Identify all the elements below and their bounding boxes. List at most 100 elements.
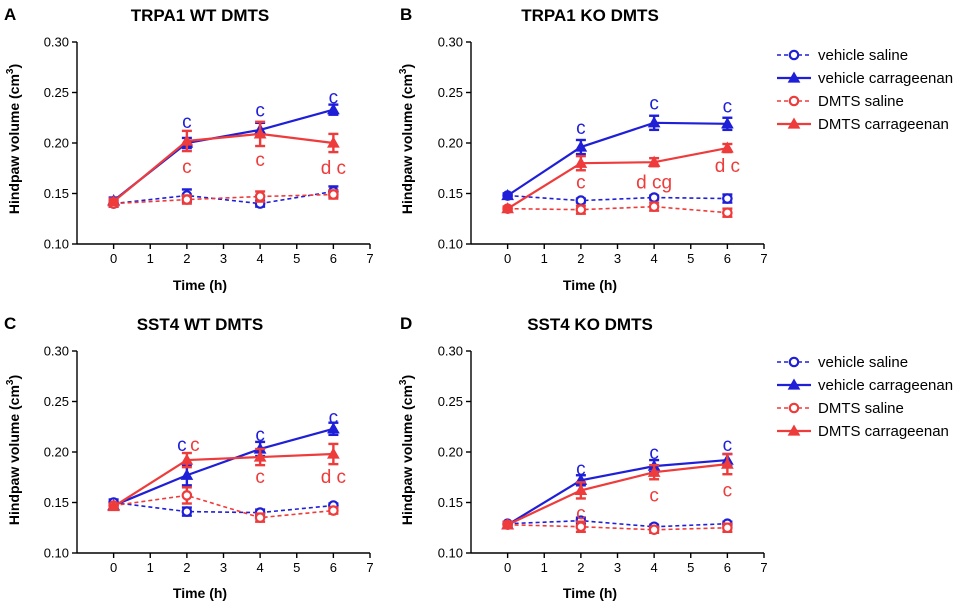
series-line bbox=[507, 205, 728, 214]
significance-label: c bbox=[576, 118, 586, 139]
data-point bbox=[181, 194, 193, 205]
x-tick-label: 6 bbox=[330, 251, 337, 266]
data-point bbox=[328, 189, 339, 200]
x-tick-label: 3 bbox=[220, 560, 227, 575]
legend-label: DMTS saline bbox=[818, 400, 904, 417]
x-tick-label: 0 bbox=[110, 251, 117, 266]
panel-b-letter: B bbox=[400, 5, 412, 24]
series-line bbox=[113, 190, 334, 205]
significance-label: c bbox=[576, 504, 586, 525]
series-dmts-carrageenan bbox=[107, 120, 340, 207]
y-tick-label: 0.15 bbox=[438, 186, 463, 201]
legend-label: vehicle saline bbox=[818, 47, 908, 64]
significance-label: c bbox=[576, 459, 586, 480]
panel-b-xlabel: Time (h) bbox=[563, 277, 617, 293]
panel-c: C SST4 WT DMTS Time (h) Hindpaw volume (… bbox=[4, 314, 374, 601]
legend-item: vehicle carrageenan bbox=[777, 377, 953, 394]
panel-d: D SST4 KO DMTS Time (h) Hindpaw volume (… bbox=[398, 314, 768, 601]
data-point bbox=[180, 134, 194, 146]
series-line bbox=[507, 463, 728, 526]
panel-c-title: SST4 WT DMTS bbox=[137, 315, 264, 334]
legend-marker bbox=[788, 356, 800, 368]
data-point bbox=[648, 192, 660, 203]
significance-label: c bbox=[177, 435, 187, 456]
series-line bbox=[507, 146, 728, 210]
data-point bbox=[107, 500, 120, 512]
x-tick-label: 5 bbox=[293, 251, 300, 266]
x-tick-label: 1 bbox=[147, 560, 154, 575]
significance-label: c bbox=[576, 172, 586, 193]
x-tick-label: 0 bbox=[504, 251, 511, 266]
y-tick-label: 0.20 bbox=[44, 445, 69, 460]
x-tick-label: 2 bbox=[577, 560, 584, 575]
panel-d-ylabel: Hindpaw volume (cm3) bbox=[398, 375, 415, 525]
x-tick-label: 3 bbox=[614, 251, 621, 266]
series-dmts-saline bbox=[108, 189, 339, 209]
data-point bbox=[181, 490, 193, 501]
panel-b-ylabel: Hindpaw volume (cm3) bbox=[398, 64, 415, 214]
y-tick-label: 0.20 bbox=[44, 136, 69, 151]
data-point bbox=[647, 465, 661, 477]
x-tick-label: 5 bbox=[687, 560, 694, 575]
legend-item: DMTS carrageenan bbox=[777, 423, 949, 440]
data-point bbox=[253, 450, 267, 462]
data-point bbox=[327, 447, 340, 459]
y-tick-label: 0.20 bbox=[438, 445, 463, 460]
panel-b: B TRPA1 KO DMTS Time (h) Hindpaw volume … bbox=[398, 5, 768, 293]
panel-a-ylabel: Hindpaw volume (cm3) bbox=[5, 64, 22, 214]
data-point bbox=[574, 156, 588, 168]
x-tick-label: 3 bbox=[614, 560, 621, 575]
series-line bbox=[113, 452, 334, 508]
x-tick-label: 2 bbox=[577, 251, 584, 266]
legend-marker bbox=[788, 95, 800, 107]
panel-c-xlabel: Time (h) bbox=[173, 585, 227, 601]
series-line bbox=[507, 519, 728, 528]
significance-label: c bbox=[723, 480, 733, 501]
series-vehicle-carrageenan bbox=[107, 421, 340, 511]
data-point bbox=[574, 483, 588, 496]
significance-label: c bbox=[649, 443, 659, 464]
legend-item: DMTS carrageenan bbox=[777, 116, 949, 133]
y-tick-label: 0.25 bbox=[438, 394, 463, 409]
x-tick-label: 7 bbox=[760, 560, 767, 575]
panel-a-plot: 0.10 0.15 0.20 0.25 0.30 0 1 2 3 4 5 6 7 c c c c c d c bbox=[44, 35, 374, 267]
panel-a-xlabel: Time (h) bbox=[173, 277, 227, 293]
data-point bbox=[648, 524, 660, 536]
significance-label: c bbox=[329, 88, 339, 109]
legend-top: vehicle saline vehicle carrageenan DMTS sa… bbox=[777, 47, 953, 133]
data-point bbox=[180, 468, 194, 480]
x-tick-label: 0 bbox=[110, 560, 117, 575]
data-point bbox=[721, 457, 734, 469]
legend-label: DMTS carrageenan bbox=[818, 116, 949, 133]
y-tick-label: 0.30 bbox=[438, 344, 463, 359]
data-point bbox=[253, 127, 267, 139]
y-tick-label: 0.30 bbox=[44, 35, 69, 50]
x-tick-label: 5 bbox=[293, 560, 300, 575]
legend-bottom: vehicle saline vehicle carrageenan DMTS sa… bbox=[777, 354, 953, 440]
significance-label: d c bbox=[321, 158, 346, 179]
data-point bbox=[647, 116, 661, 128]
legend-marker bbox=[787, 117, 801, 129]
series-line bbox=[507, 194, 728, 202]
series-line bbox=[113, 501, 334, 514]
panel-b-title: TRPA1 KO DMTS bbox=[521, 6, 659, 25]
significance-label: c bbox=[182, 112, 192, 133]
x-tick-label: 6 bbox=[724, 251, 731, 266]
significance-label: c bbox=[255, 425, 265, 446]
y-tick-label: 0.10 bbox=[44, 237, 69, 252]
series-vehicle-carrageenan bbox=[501, 452, 734, 530]
series-line bbox=[112, 108, 334, 202]
data-point bbox=[647, 155, 661, 167]
legend-item: DMTS saline bbox=[777, 93, 904, 110]
significance-label: c bbox=[649, 485, 659, 506]
data-point bbox=[254, 512, 266, 523]
significance-label: c bbox=[723, 97, 733, 118]
panel-c-letter: C bbox=[4, 314, 16, 333]
panel-b-plot: 0.10 0.15 0.20 0.25 0.30 0 1 2 3 4 5 6 7 c c c d cg c d c bbox=[438, 35, 768, 267]
x-tick-label: 7 bbox=[366, 251, 373, 266]
legend-item: vehicle saline bbox=[777, 47, 908, 64]
x-tick-label: 4 bbox=[257, 251, 264, 266]
series-dmts-carrageenan bbox=[107, 442, 340, 512]
